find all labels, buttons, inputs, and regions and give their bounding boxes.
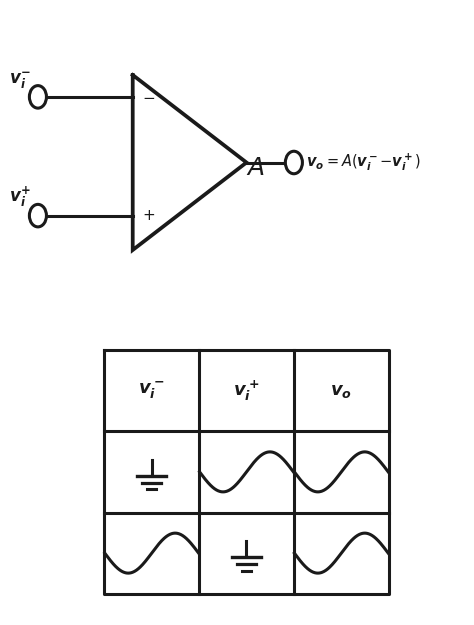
Circle shape xyxy=(29,86,46,108)
Text: $\bfit{v}_{\bfit{i}}^{\ \bfit{-}}$: $\bfit{v}_{\bfit{i}}^{\ \bfit{-}}$ xyxy=(138,380,165,401)
Text: $\bfit{v}_{\bfit{i}}^{\bfit{-}}$: $\bfit{v}_{\bfit{i}}^{\bfit{-}}$ xyxy=(9,70,31,91)
Text: $\bfit{v}_{\bfit{o}}$: $\bfit{v}_{\bfit{o}}$ xyxy=(330,382,352,399)
Text: $-$: $-$ xyxy=(142,89,155,104)
Circle shape xyxy=(285,151,302,174)
Text: $\bfit{v}_{\bfit{i}}^{\ \bfit{+}}$: $\bfit{v}_{\bfit{i}}^{\ \bfit{+}}$ xyxy=(233,379,260,402)
Text: $\bfit{v}_{\bfit{i}}^{\bfit{+}}$: $\bfit{v}_{\bfit{i}}^{\bfit{+}}$ xyxy=(9,185,31,209)
Text: $\bfit{v_o}$$=A($$\bfit{v_i^-}$$-$$\bfit{v_i^+}$$)$: $\bfit{v_o}$$=A($$\bfit{v_i^-}$$-$$\bfit… xyxy=(306,152,420,173)
Circle shape xyxy=(29,204,46,227)
Text: $\it{A}$: $\it{A}$ xyxy=(246,158,264,180)
Text: $+$: $+$ xyxy=(142,208,155,223)
